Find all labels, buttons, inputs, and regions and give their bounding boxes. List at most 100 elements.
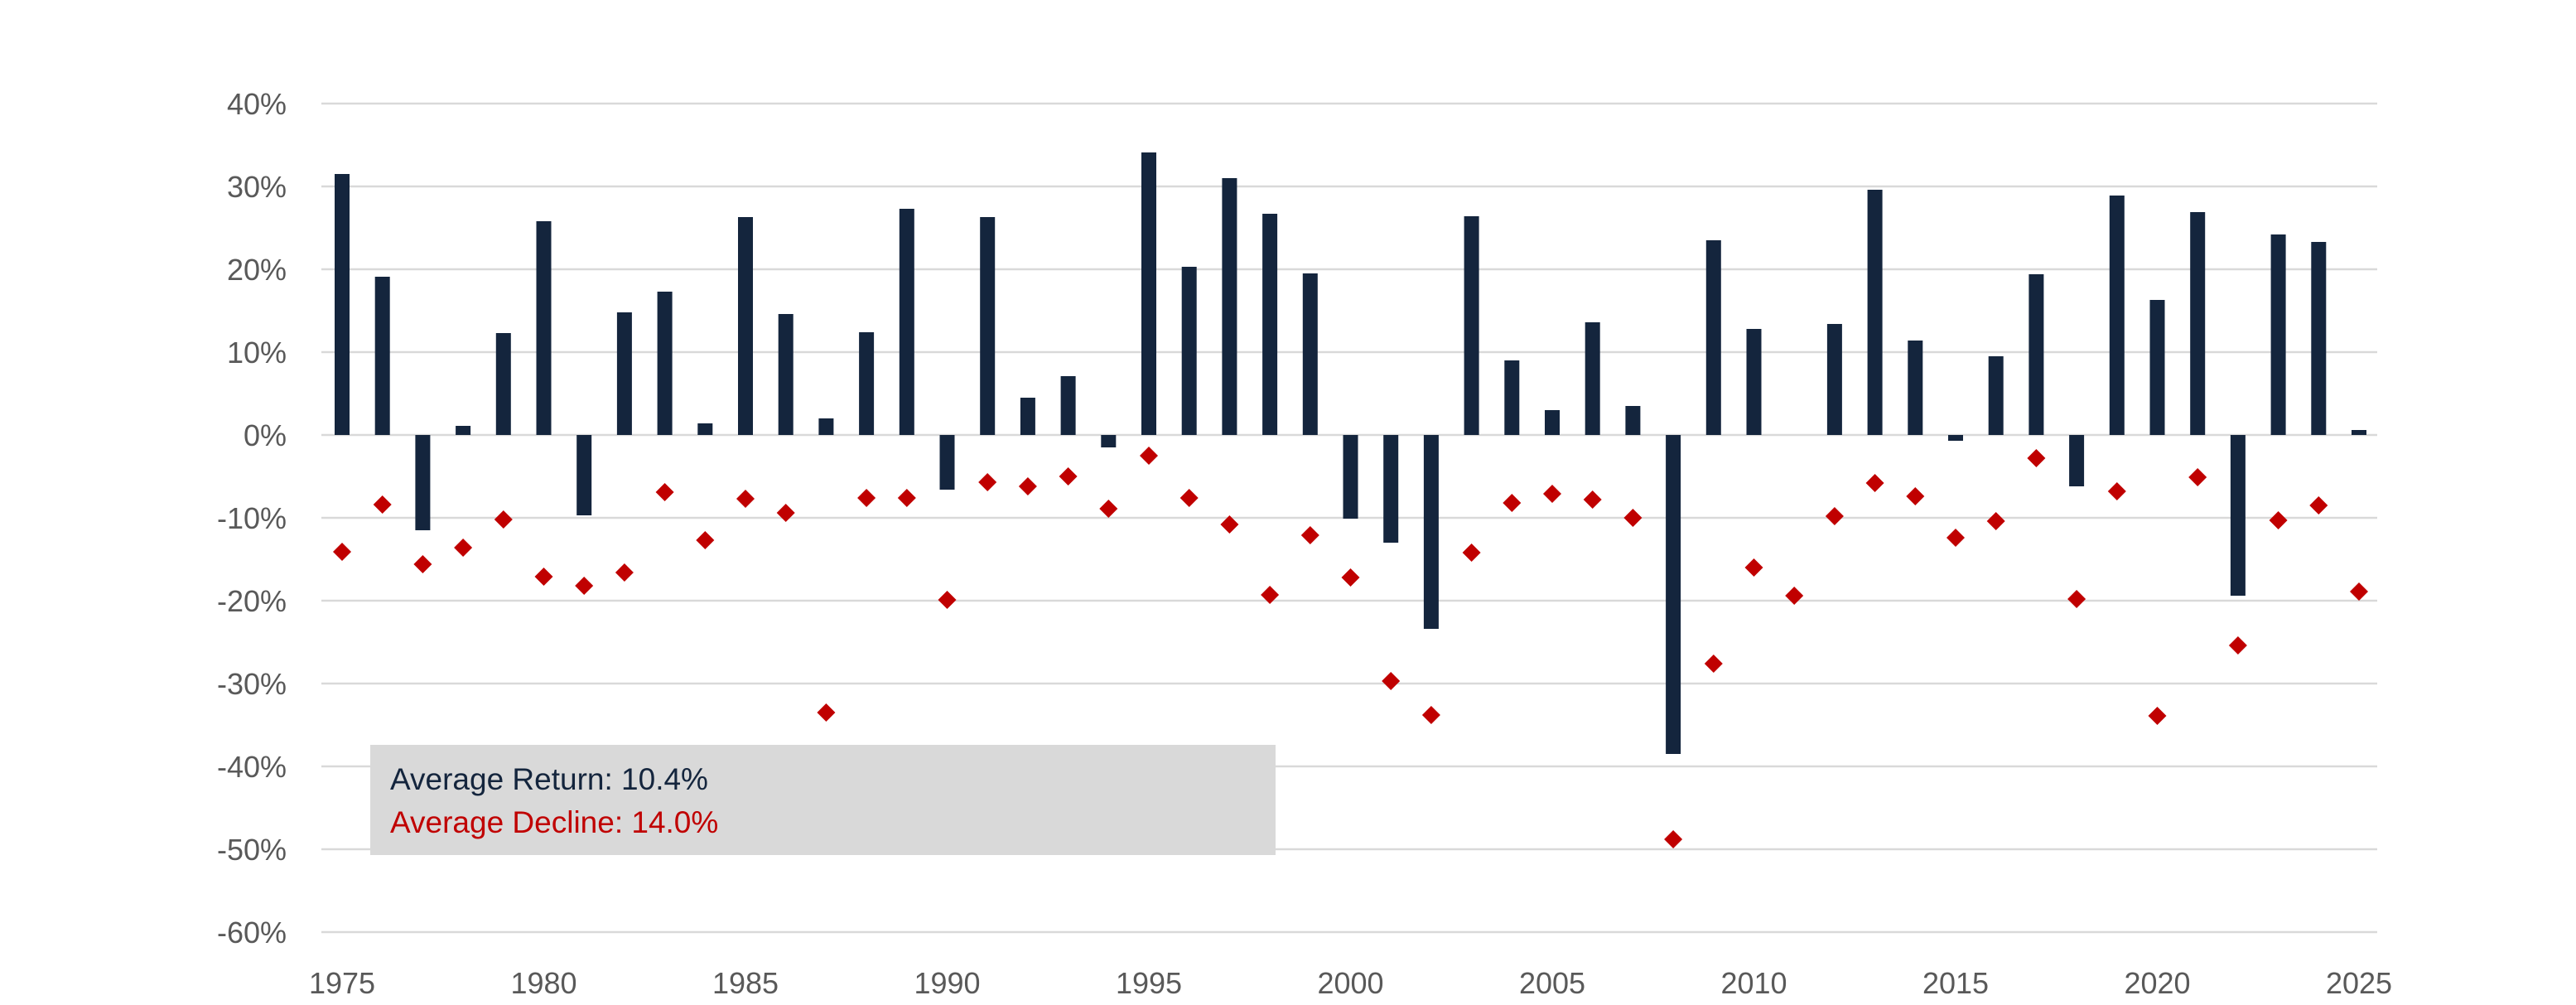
decline-point <box>1503 494 1522 512</box>
y-tick-label: 30% <box>227 170 287 204</box>
decline-point <box>1059 467 1078 486</box>
y-tick-label: 20% <box>227 253 287 287</box>
y-tick-label: 0% <box>244 418 287 452</box>
decline-point <box>1382 672 1401 690</box>
decline-point <box>1865 474 1884 492</box>
return-bar <box>1625 406 1641 435</box>
decline-point <box>615 563 634 582</box>
return-bar <box>1020 398 1035 435</box>
return-bar <box>2352 430 2366 435</box>
x-tick-label: 2020 <box>2124 966 2190 1000</box>
x-tick-label: 2000 <box>1317 966 1383 1000</box>
decline-point <box>1018 477 1037 495</box>
return-bar <box>1545 410 1560 435</box>
decline-point <box>1704 655 1723 673</box>
return-bar <box>2190 212 2206 435</box>
x-tick-label: 1985 <box>712 966 779 1000</box>
decline-point <box>534 568 553 586</box>
decline-point <box>454 539 473 557</box>
return-bar <box>1262 214 1278 435</box>
return-bar <box>536 221 552 435</box>
return-bar <box>415 435 431 530</box>
return-bar <box>456 426 471 435</box>
return-bar <box>697 423 713 435</box>
return-bar <box>899 209 914 435</box>
return-bar <box>1908 341 1923 435</box>
decline-point <box>655 483 674 501</box>
return-bar <box>1746 329 1762 435</box>
decline-point <box>696 531 715 549</box>
return-bar <box>2149 300 2165 435</box>
y-tick-label: -40% <box>217 750 287 784</box>
x-tick-label: 1975 <box>309 966 375 1000</box>
average-return-label: Average Return: 10.4% <box>390 762 708 796</box>
x-tick-label: 1995 <box>1116 966 1182 1000</box>
return-bar <box>818 418 834 435</box>
annual-return-bars <box>335 152 2366 754</box>
return-bar <box>657 292 673 435</box>
return-bar <box>1867 190 1883 435</box>
decline-point <box>2148 707 2167 725</box>
decline-point <box>2350 582 2368 601</box>
return-bar <box>980 217 996 435</box>
x-tick-label: 1990 <box>914 966 980 1000</box>
y-tick-label: -10% <box>217 501 287 535</box>
return-bar <box>2270 234 2286 435</box>
return-bar <box>2311 242 2327 435</box>
return-bar <box>939 435 955 490</box>
return-bar <box>1060 376 1076 435</box>
decline-point <box>2067 590 2086 608</box>
return-bar <box>616 312 632 435</box>
decline-point <box>978 473 997 491</box>
decline-point <box>373 495 392 514</box>
return-bar <box>1826 324 1842 435</box>
decline-point <box>1543 485 1561 503</box>
decline-point <box>575 577 594 595</box>
y-tick-label: -50% <box>217 833 287 867</box>
decline-point <box>333 543 351 561</box>
return-bar <box>1585 322 1600 435</box>
intra-year-decline-points <box>333 447 2368 848</box>
decline-point <box>857 489 876 507</box>
decline-point <box>2027 449 2046 467</box>
y-tick-label: -30% <box>217 667 287 701</box>
decline-point <box>1099 500 1118 518</box>
decline-point <box>1946 529 1965 547</box>
return-bar <box>1101 435 1117 447</box>
decline-point <box>1179 489 1199 507</box>
return-bar <box>778 314 794 435</box>
decline-point <box>776 504 795 522</box>
return-bar <box>1504 360 1520 435</box>
return-bar <box>859 332 875 435</box>
x-axis-tick-labels: 1975 1980 1985 1990 1995 2000 2005 2010 2015 2020… <box>309 966 2392 1000</box>
return-bar <box>495 333 511 435</box>
return-bar <box>1948 435 1963 441</box>
decline-point <box>897 489 916 507</box>
return-bar <box>1383 435 1399 543</box>
decline-point <box>1261 586 1280 604</box>
decline-point <box>938 591 957 609</box>
y-axis-tick-labels: 40% 30% 20% 10% 0% -10% -20% -30% -40% -50% -60% <box>217 87 287 949</box>
return-bar <box>1705 240 1721 435</box>
return-bar <box>2069 435 2085 486</box>
return-bar <box>2109 196 2125 435</box>
decline-point <box>1300 526 1319 544</box>
decline-point <box>2309 496 2328 515</box>
return-bar <box>1343 435 1358 519</box>
decline-point <box>817 703 836 722</box>
averages-legend-box: Average Return: 10.4% Average Decline: 1… <box>370 745 1276 855</box>
y-tick-label: -60% <box>217 916 287 949</box>
decline-point <box>736 490 755 508</box>
return-bar <box>1423 435 1439 629</box>
decline-point <box>1986 512 2005 530</box>
return-bar <box>374 277 390 435</box>
decline-point <box>1906 487 1925 505</box>
return-bar <box>1464 216 1479 435</box>
decline-point <box>2269 511 2288 529</box>
decline-point <box>1341 568 1360 587</box>
decline-point <box>413 555 432 573</box>
decline-point <box>1744 558 1763 577</box>
decline-point <box>2188 468 2207 486</box>
return-bar <box>1988 356 2004 435</box>
